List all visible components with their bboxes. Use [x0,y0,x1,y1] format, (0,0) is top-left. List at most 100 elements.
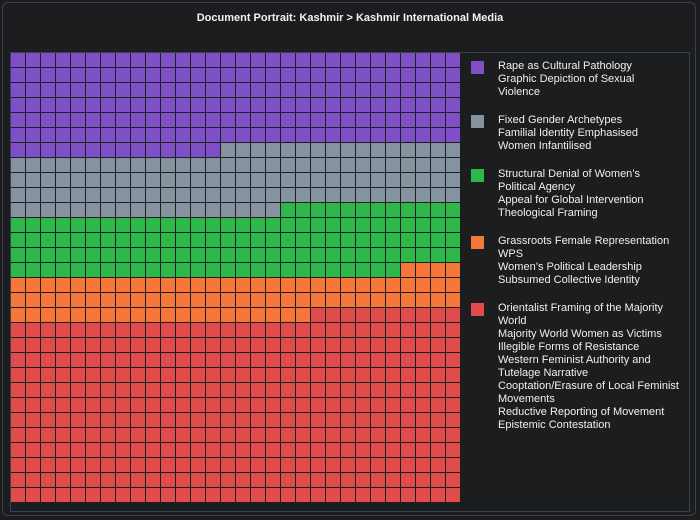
waffle-cell-series-4 [266,443,280,457]
waffle-cell-series-1 [296,173,310,187]
waffle-cell-series-2 [221,248,235,262]
waffle-cell-series-0 [266,53,280,67]
waffle-cell-series-4 [251,338,265,352]
waffle-cell-series-4 [146,323,160,337]
waffle-cell-series-0 [356,113,370,127]
waffle-cell-series-4 [161,428,175,442]
waffle-cell-series-0 [161,98,175,112]
waffle-cell-series-4 [371,413,385,427]
waffle-cell-series-3 [386,293,400,307]
waffle-cell-series-4 [266,428,280,442]
waffle-cell-series-4 [26,458,40,472]
waffle-cell-series-1 [56,158,70,172]
waffle-cell-series-4 [191,323,205,337]
waffle-cell-series-1 [71,203,85,217]
waffle-cell-series-1 [296,188,310,202]
waffle-cell-series-0 [431,98,445,112]
waffle-cell-series-0 [281,53,295,67]
waffle-cell-series-0 [131,128,145,142]
waffle-cell-series-2 [41,263,55,277]
waffle-cell-series-4 [56,428,70,442]
waffle-cell-series-1 [266,143,280,157]
waffle-cell-series-1 [266,203,280,217]
waffle-cell-series-1 [236,158,250,172]
waffle-cell-series-4 [296,413,310,427]
waffle-cell-series-4 [101,323,115,337]
waffle-cell-series-0 [206,113,220,127]
waffle-cell-series-0 [416,98,430,112]
waffle-cell-series-1 [266,173,280,187]
waffle-cell-series-2 [131,233,145,247]
waffle-cell-series-1 [161,158,175,172]
waffle-cell-series-2 [131,263,145,277]
waffle-cell-series-1 [341,188,355,202]
waffle-cell-series-1 [41,173,55,187]
waffle-cell-series-2 [311,203,325,217]
waffle-cell-series-0 [266,83,280,97]
waffle-cell-series-2 [401,203,415,217]
waffle-cell-series-2 [386,203,400,217]
window-frame [2,2,696,516]
waffle-cell-series-0 [146,143,160,157]
waffle-cell-series-4 [221,458,235,472]
waffle-cell-series-2 [116,263,130,277]
waffle-cell-series-4 [341,398,355,412]
waffle-cell-series-0 [41,143,55,157]
waffle-cell-series-1 [341,143,355,157]
waffle-cell-series-0 [221,113,235,127]
waffle-cell-series-4 [341,488,355,502]
waffle-cell-series-0 [416,128,430,142]
waffle-cell-series-4 [326,473,340,487]
waffle-cell-series-2 [176,233,190,247]
waffle-cell-series-4 [161,473,175,487]
waffle-cell-series-0 [236,53,250,67]
waffle-cell-series-1 [11,158,25,172]
waffle-cell-series-0 [236,83,250,97]
waffle-cell-series-2 [266,233,280,247]
waffle-cell-series-0 [11,68,25,82]
waffle-cell-series-4 [11,428,25,442]
waffle-cell-series-2 [236,233,250,247]
waffle-cell-series-4 [11,488,25,502]
waffle-cell-series-2 [326,203,340,217]
waffle-cell-series-1 [56,203,70,217]
waffle-cell-series-4 [341,428,355,442]
waffle-cell-series-4 [71,413,85,427]
waffle-cell-series-3 [431,263,445,277]
waffle-cell-series-4 [86,323,100,337]
waffle-cell-series-4 [446,353,460,367]
waffle-cell-series-1 [56,188,70,202]
waffle-cell-series-2 [356,218,370,232]
waffle-cell-series-4 [341,383,355,397]
waffle-cell-series-0 [386,83,400,97]
waffle-cell-series-2 [281,263,295,277]
waffle-cell-series-4 [311,383,325,397]
waffle-cell-series-2 [416,233,430,247]
waffle-cell-series-4 [71,458,85,472]
waffle-cell-series-4 [131,413,145,427]
waffle-cell-series-4 [11,338,25,352]
waffle-cell-series-1 [206,203,220,217]
waffle-cell-series-4 [56,398,70,412]
waffle-cell-series-2 [191,263,205,277]
waffle-cell-series-4 [71,473,85,487]
waffle-cell-series-2 [146,233,160,247]
waffle-cell-series-4 [206,458,220,472]
waffle-cell-series-4 [26,323,40,337]
waffle-cell-series-0 [431,128,445,142]
waffle-cell-series-0 [176,53,190,67]
waffle-cell-series-3 [176,308,190,322]
waffle-cell-series-4 [161,323,175,337]
waffle-cell-series-1 [281,158,295,172]
waffle-cell-series-3 [146,308,160,322]
waffle-cell-series-4 [236,458,250,472]
waffle-cell-series-4 [416,473,430,487]
waffle-cell-series-2 [131,248,145,262]
waffle-cell-series-4 [206,473,220,487]
waffle-cell-series-4 [11,458,25,472]
waffle-cell-series-3 [266,278,280,292]
waffle-cell-series-0 [56,98,70,112]
waffle-cell-series-2 [11,248,25,262]
waffle-cell-series-4 [176,488,190,502]
legend-swatch [471,61,484,74]
